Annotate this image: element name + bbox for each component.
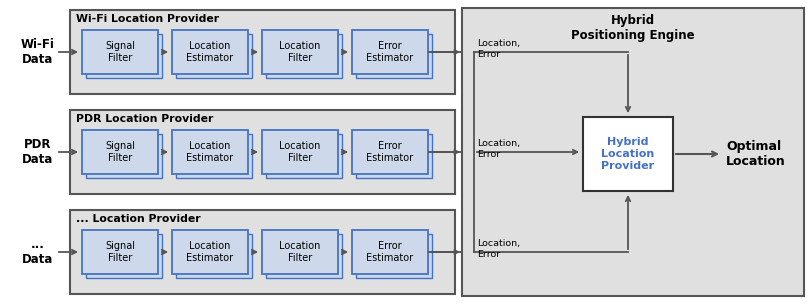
Text: Location
Estimator: Location Estimator (186, 241, 233, 263)
Text: Error
Estimator: Error Estimator (366, 241, 413, 263)
Text: Error
Estimator: Error Estimator (366, 141, 413, 163)
Bar (583, 117, 673, 191)
Text: PDR Location Provider: PDR Location Provider (76, 114, 213, 124)
Text: PDR
Data: PDR Data (23, 138, 54, 166)
Bar (356, 234, 432, 278)
Bar (262, 130, 338, 174)
Bar (86, 134, 162, 178)
Bar (352, 230, 428, 274)
Text: Hybrid
Positioning Engine: Hybrid Positioning Engine (571, 14, 695, 42)
Bar (82, 230, 158, 274)
Text: Location
Estimator: Location Estimator (186, 41, 233, 63)
Text: Location,
Error: Location, Error (477, 39, 521, 59)
Text: Signal
Filter: Signal Filter (105, 141, 135, 163)
Text: Signal
Filter: Signal Filter (105, 241, 135, 263)
Text: Wi-Fi Location Provider: Wi-Fi Location Provider (76, 14, 220, 24)
Text: Wi-Fi
Data: Wi-Fi Data (21, 38, 55, 66)
Text: Location,
Error: Location, Error (477, 239, 521, 259)
Bar (262, 230, 338, 274)
Bar (462, 8, 804, 296)
Text: Optimal
Location: Optimal Location (726, 140, 786, 168)
Bar (266, 134, 342, 178)
Bar (176, 34, 252, 78)
Text: ...
Data: ... Data (23, 238, 54, 266)
Bar (172, 130, 248, 174)
Bar (176, 234, 252, 278)
Bar (356, 34, 432, 78)
Text: Location
Filter: Location Filter (279, 41, 320, 63)
Bar (266, 234, 342, 278)
Bar (82, 130, 158, 174)
Bar (262, 30, 338, 74)
Bar (70, 10, 455, 94)
Text: Location
Estimator: Location Estimator (186, 141, 233, 163)
Bar (82, 30, 158, 74)
Bar (86, 234, 162, 278)
Bar (172, 30, 248, 74)
Text: ... Location Provider: ... Location Provider (76, 214, 201, 224)
Bar (352, 30, 428, 74)
Text: Location
Filter: Location Filter (279, 241, 320, 263)
Bar (70, 110, 455, 194)
Text: Hybrid
Location
Provider: Hybrid Location Provider (601, 137, 654, 171)
Bar (70, 210, 455, 294)
Text: Signal
Filter: Signal Filter (105, 41, 135, 63)
Text: Error
Estimator: Error Estimator (366, 41, 413, 63)
Bar (266, 34, 342, 78)
Bar (86, 34, 162, 78)
Bar (352, 130, 428, 174)
Text: Location
Filter: Location Filter (279, 141, 320, 163)
Text: Location,
Error: Location, Error (477, 139, 521, 159)
Bar (176, 134, 252, 178)
Bar (172, 230, 248, 274)
Bar (356, 134, 432, 178)
